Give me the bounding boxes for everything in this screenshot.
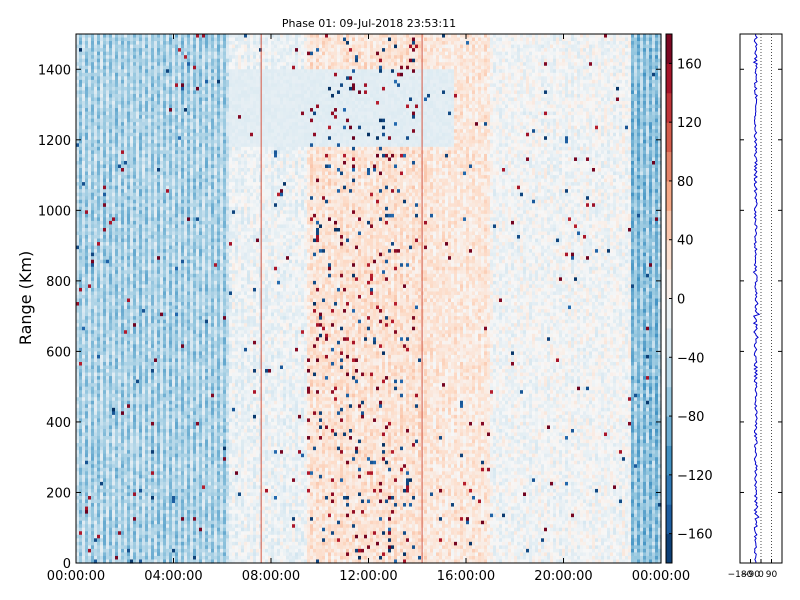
chart-root: Phase 01: 09-Jul-2018 23:53:11 00:00:00 0… — [0, 0, 800, 600]
heatmap-plot: 00:00:00 04:00:00 08:00:00 12:00:00 16:00:00… — [16, 34, 690, 584]
chart-title: Phase 01: 09-Jul-2018 23:53:11 — [282, 17, 456, 30]
heatmap-cells — [76, 34, 662, 564]
